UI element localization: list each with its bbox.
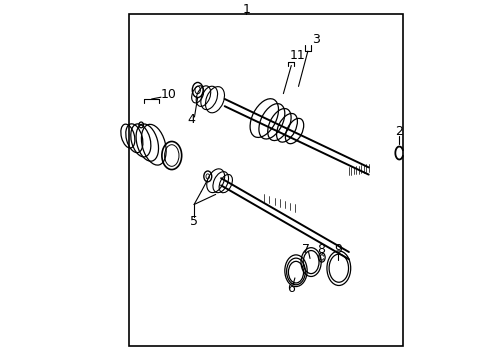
Text: 6: 6 bbox=[287, 282, 295, 295]
Text: 5: 5 bbox=[190, 215, 198, 228]
Text: 7: 7 bbox=[302, 243, 310, 256]
Text: 10: 10 bbox=[161, 88, 177, 101]
Bar bbox=[129, 14, 402, 346]
Text: 1: 1 bbox=[242, 3, 250, 15]
Text: 8: 8 bbox=[316, 243, 324, 256]
Text: 3: 3 bbox=[312, 33, 320, 46]
Text: 2: 2 bbox=[395, 125, 403, 138]
Text: 9: 9 bbox=[333, 243, 341, 256]
Text: 4: 4 bbox=[187, 113, 195, 126]
Text: 11: 11 bbox=[289, 49, 305, 62]
